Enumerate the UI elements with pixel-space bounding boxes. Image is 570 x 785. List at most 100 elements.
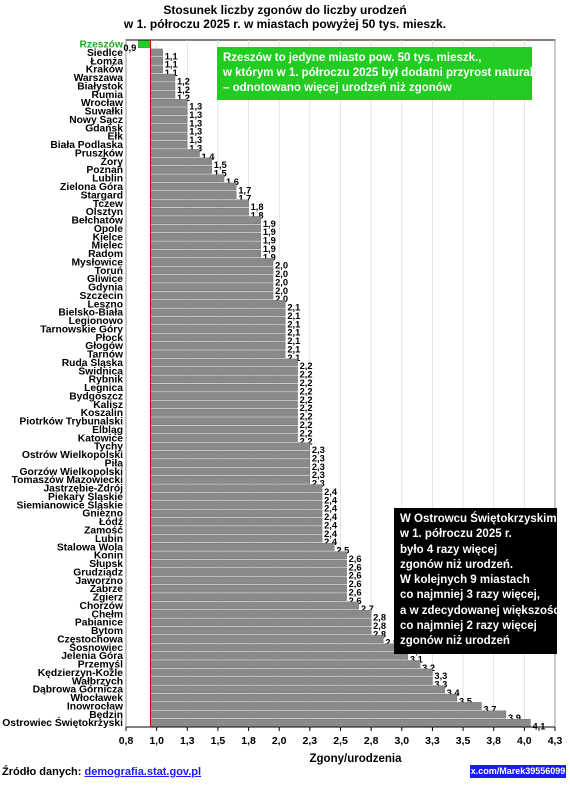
category-label: Gorzów Wielkopolski xyxy=(20,467,124,478)
value-label: 3,7 xyxy=(483,705,496,715)
bar xyxy=(150,174,225,183)
category-label: Lublin xyxy=(92,174,123,185)
black-note-line-7: a w zdecydowanej większości xyxy=(400,604,563,617)
category-label: Stargard xyxy=(81,190,123,201)
value-label: 2,8 xyxy=(373,629,386,639)
category-label: Toruń xyxy=(95,266,123,277)
value-label: 1,9 xyxy=(263,227,276,237)
bar xyxy=(150,492,323,501)
category-label: Tarnowskie Góry xyxy=(40,324,123,335)
category-label: Legnica xyxy=(84,383,123,394)
category-label: Bydgoszcz xyxy=(69,391,123,402)
category-label: Mielec xyxy=(92,241,124,252)
category-label: Stalowa Wola xyxy=(57,542,123,553)
bar xyxy=(150,358,298,367)
author-watermark[interactable]: x.com/Marek39556099 xyxy=(470,765,566,778)
category-label: Chorzów xyxy=(80,601,124,612)
bar xyxy=(150,668,433,677)
category-label: Piotrków Trybunalski xyxy=(19,417,123,428)
value-label: 4,1 xyxy=(532,722,545,732)
value-label: 2,2 xyxy=(300,395,313,405)
value-label: 1,9 xyxy=(263,219,276,229)
category-label: Tczew xyxy=(93,199,124,210)
bar xyxy=(150,341,286,350)
black-note-line-1: W Ostrowcu Świętokrzyskim xyxy=(400,513,557,525)
bar xyxy=(150,308,286,317)
category-label: Siedlce xyxy=(87,48,123,59)
value-label: 1,8 xyxy=(251,210,264,220)
category-label: Kalisz xyxy=(93,400,123,411)
bar xyxy=(150,233,261,241)
category-label: Konin xyxy=(94,551,123,562)
category-label: Lubin xyxy=(95,534,123,545)
value-label: 2,0 xyxy=(275,269,288,279)
category-label: Siemianowice Śląskie xyxy=(17,498,124,511)
chart-title: Stosunek liczby zgonów do liczby urodzeń xyxy=(163,3,407,17)
bar xyxy=(150,216,261,224)
x-tick-label: 4,3 xyxy=(548,735,563,747)
category-label: Pruszków xyxy=(75,148,124,159)
value-label: 1,9 xyxy=(263,244,276,254)
bar xyxy=(150,526,323,534)
category-label: Szczecin xyxy=(80,291,124,302)
bar xyxy=(150,450,311,459)
value-label: 1,9 xyxy=(263,236,276,246)
x-tick-label: 3,8 xyxy=(486,735,501,747)
x-tick-label: 1,5 xyxy=(211,735,226,747)
value-label: 2,0 xyxy=(275,277,288,287)
value-label: 1,5 xyxy=(214,160,227,170)
bar xyxy=(150,660,421,669)
value-label: 1,3 xyxy=(189,127,202,137)
value-label: 2,2 xyxy=(300,386,313,396)
category-label: Żory xyxy=(101,155,124,168)
ostrowiec-annotation: W Ostrowcu Świętokrzyskim w 1. półroczu … xyxy=(394,508,563,654)
x-tick-label: 0,8 xyxy=(119,735,134,747)
value-label: 2,5 xyxy=(336,546,349,556)
bar xyxy=(150,576,347,585)
value-label: 3,9 xyxy=(508,713,521,723)
source-note: Źródło danych: demografia.stat.gov.pl xyxy=(2,766,201,778)
bar xyxy=(150,551,347,560)
value-label: 1,1 xyxy=(165,60,178,70)
category-label: Zamość xyxy=(84,526,123,537)
category-label: Jaworzno xyxy=(76,576,124,587)
green-note-line-3: – odnotowano więcej urodzeń niż zgonów xyxy=(223,82,452,94)
x-tick-label: 2,8 xyxy=(364,735,379,747)
bar xyxy=(150,98,188,107)
green-note-line-2: w którym w 1. półroczu 2025 był dodatni … xyxy=(223,67,547,79)
value-label: 1,1 xyxy=(165,51,178,61)
category-label: Piekary Śląskie xyxy=(48,490,123,503)
value-label: 1,3 xyxy=(189,135,202,145)
value-label: 3,5 xyxy=(459,696,472,706)
category-label: Białystok xyxy=(77,81,123,92)
bar xyxy=(150,249,261,258)
category-label: Wrocław xyxy=(81,98,124,109)
category-label: Rybnik xyxy=(89,375,124,386)
bar xyxy=(150,367,298,375)
value-label: 2,4 xyxy=(324,537,338,547)
value-label: 1,6 xyxy=(226,177,239,187)
bar xyxy=(150,442,311,451)
category-label: Bełchatów xyxy=(72,216,124,227)
black-note-line-3: było 4 razy więcej xyxy=(400,543,498,556)
category-label: Częstochowa xyxy=(57,634,123,645)
black-note-line-4: zgonów niż urodzeń. xyxy=(400,558,514,571)
category-label: Przemyśl xyxy=(78,660,123,671)
source-link[interactable]: demografia.stat.gov.pl xyxy=(84,766,202,778)
category-label: Warszawa xyxy=(74,73,124,84)
value-label: 2,4 xyxy=(324,512,338,522)
value-label: 1,4 xyxy=(202,152,216,162)
category-label: Bytom xyxy=(91,626,123,637)
bar xyxy=(150,224,261,233)
category-label: Ostrowiec Świętokrzyski xyxy=(2,716,123,729)
chart-subtitle: w 1. półroczu 2025 r. w miastach powyżej… xyxy=(123,17,447,31)
bar xyxy=(150,459,311,467)
bar xyxy=(150,425,298,434)
category-label: Tomaszów Mazowiecki xyxy=(12,475,124,486)
value-label: 2,2 xyxy=(300,420,313,430)
bar xyxy=(150,693,458,702)
value-label: 2,3 xyxy=(312,470,325,480)
value-label: 2,1 xyxy=(287,303,300,313)
value-label: 2,4 xyxy=(324,495,338,505)
